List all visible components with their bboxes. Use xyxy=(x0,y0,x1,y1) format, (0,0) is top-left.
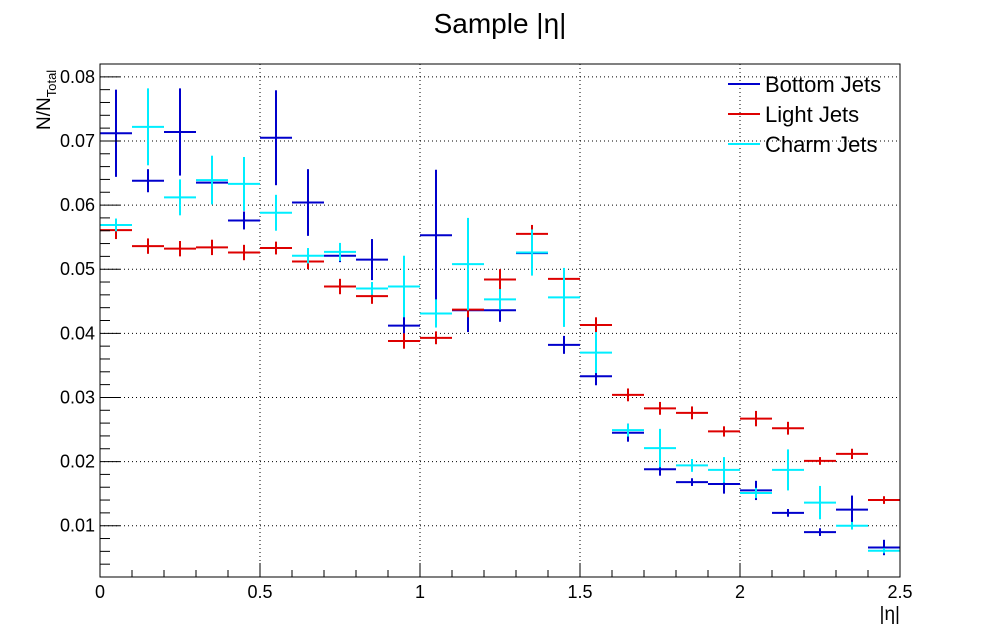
y-axis-label-main: N/N xyxy=(34,97,55,130)
x-tick-label: 1 xyxy=(415,582,425,602)
series-layer xyxy=(100,88,900,556)
chart-title: Sample |η| xyxy=(434,8,567,39)
y-tick-label: 0.01 xyxy=(60,516,95,536)
legend-label: Bottom Jets xyxy=(765,72,881,97)
x-tick-label: 2 xyxy=(735,582,745,602)
y-tick-label: 0.05 xyxy=(60,259,95,279)
x-axis-label: |η| xyxy=(880,604,900,625)
y-tick-label: 0.03 xyxy=(60,387,95,407)
svg-text:N/NTotal: N/NTotal xyxy=(34,70,59,130)
y-axis-label-sub: Total xyxy=(44,70,59,98)
legend-label: Charm Jets xyxy=(765,132,877,157)
x-tick-label: 2.5 xyxy=(887,582,912,602)
y-tick-label: 0.07 xyxy=(60,131,95,151)
x-tick-label: 1.5 xyxy=(567,582,592,602)
series-charm-jets xyxy=(100,88,900,554)
y-tick-label: 0.06 xyxy=(60,195,95,215)
x-tick-label: 0.5 xyxy=(247,582,272,602)
y-axis-label: N/NTotal xyxy=(34,70,59,130)
y-tick-label: 0.04 xyxy=(60,323,95,343)
y-tick-label: 0.08 xyxy=(60,67,95,87)
legend: Bottom Jets Light Jets Charm Jets xyxy=(728,72,881,157)
x-tick-label: 0 xyxy=(95,582,105,602)
y-tick-label: 0.02 xyxy=(60,452,95,472)
legend-label: Light Jets xyxy=(765,102,859,127)
axes: 0 0.5 1 1.5 2 2.5 0.01 0.02 0.03 0.04 0.05 0.06 0.07… xyxy=(60,67,913,602)
